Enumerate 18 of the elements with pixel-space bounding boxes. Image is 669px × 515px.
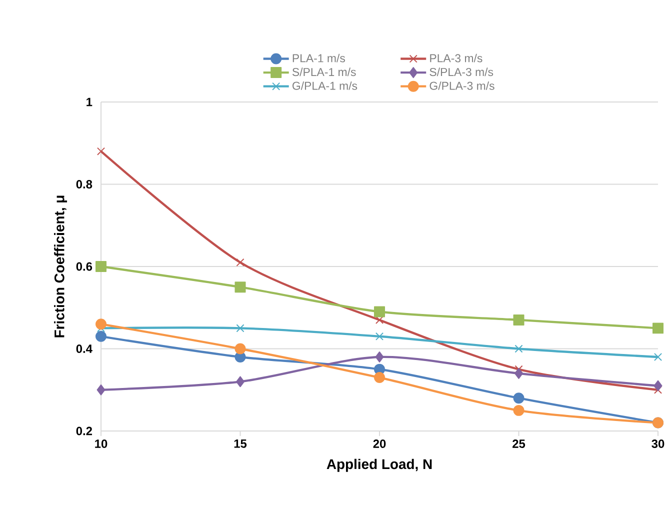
x-tick-label: 15 (234, 440, 247, 448)
y-axis-title: Friction Coefficient, μ (54, 196, 68, 338)
y-tick-label: 0.4 (76, 344, 92, 353)
legend-label: G/PLA-1 m/s (292, 81, 358, 90)
legend-label: G/PLA-3 m/s (430, 81, 494, 90)
x-tick-label: 30 (652, 440, 664, 448)
x-tick-label: 10 (95, 440, 108, 448)
legend-label: S/PLA-1 m/s (292, 68, 356, 76)
legend-label: PLA-1 m/s (292, 54, 345, 62)
y-tick-label: 1 (86, 98, 92, 106)
x-tick-label: 20 (373, 440, 386, 448)
y-tick-label: 0.6 (76, 262, 92, 271)
legend-label: PLA-3 m/s (430, 54, 482, 62)
x-tick-label: 25 (512, 440, 526, 448)
y-tick-label: 0.2 (76, 426, 92, 436)
legend-label: S/PLA-3 m/s (430, 68, 494, 76)
x-axis-title: Applied Load, N (326, 458, 432, 472)
y-tick-label: 0.8 (76, 180, 92, 188)
